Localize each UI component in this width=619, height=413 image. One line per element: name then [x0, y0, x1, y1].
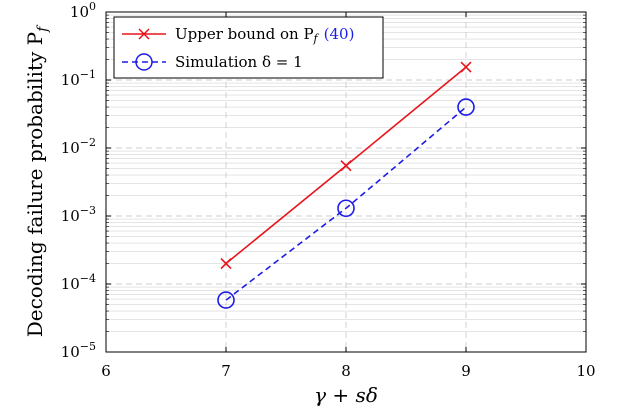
y-tick-label-exponent: −5 — [80, 340, 96, 353]
data-point-circle-marker — [457, 98, 475, 116]
y-tick-label-base: 10 — [61, 207, 80, 225]
legend-box — [113, 16, 384, 79]
grid — [105, 11, 587, 353]
y-tick-label-exponent: 0 — [89, 0, 96, 13]
legend-label-upper-bound-name: Upper bound on P — [175, 25, 314, 43]
x-tick-label: 7 — [221, 362, 231, 380]
data-point-x-marker — [340, 160, 352, 172]
y-tick-label-base: 10 — [61, 71, 80, 89]
y-tick-label-exponent: −1 — [80, 68, 96, 81]
y-tick-label-base: 10 — [70, 3, 89, 21]
y-axis-label: Decoding failure probability Pf — [23, 24, 51, 337]
y-tick-label: 10−3 — [61, 204, 96, 225]
legend-label-simulation: Simulation δ = 1 — [175, 53, 303, 71]
series-group — [217, 61, 475, 309]
data-point-circle-marker — [337, 199, 355, 218]
data-point-x-marker — [460, 61, 472, 73]
legend-label-upper-bound-ref: (40) — [324, 25, 355, 43]
y-tick-label-exponent: −4 — [80, 272, 96, 285]
y-tick-label: 10−2 — [61, 136, 96, 157]
y-tick-label-base: 10 — [61, 139, 80, 157]
y-tick-label: 100 — [70, 0, 96, 21]
x-tick-label: 10 — [576, 362, 595, 380]
y-tick-label: 10−5 — [61, 340, 96, 361]
legend-label-upper-bound: Upper bound on Pf (40) — [175, 25, 354, 45]
y-tick-label: 10−1 — [61, 68, 96, 89]
legend-label-upper-bound-sub: f — [313, 32, 320, 45]
data-point-circle-marker — [217, 291, 235, 309]
y-axis-label-subscript: f — [35, 24, 51, 33]
data-point-x-marker — [220, 257, 232, 270]
x-tick-label: 6 — [101, 362, 111, 380]
y-tick-label: 10−4 — [61, 272, 96, 293]
y-tick-label-base: 10 — [61, 275, 80, 293]
y-tick-label-exponent: −2 — [80, 136, 96, 149]
legend: Upper bound on Pf (40) Simulation δ = 1 — [113, 16, 384, 79]
x-tick-label: 8 — [341, 362, 351, 380]
x-axis-label: γ + sδ — [314, 383, 378, 407]
y-tick-label-base: 10 — [61, 343, 80, 361]
y-tick-label-exponent: −3 — [80, 204, 96, 217]
series-line-simulation — [225, 106, 467, 301]
legend-marker-circle — [135, 53, 153, 71]
legend-marker-x — [138, 28, 150, 40]
y-axis-label-text: Decoding failure probability P — [23, 32, 47, 337]
x-tick-label: 9 — [461, 362, 471, 380]
